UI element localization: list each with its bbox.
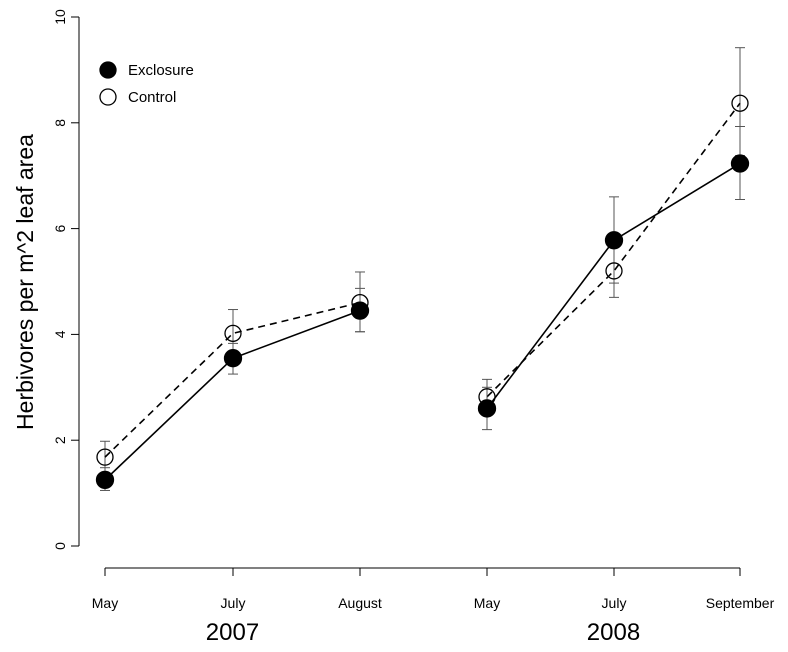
x-axis: May July August May July September 2007 2008 xyxy=(92,567,775,646)
exclosure-point xyxy=(223,349,243,368)
legend-label-control: Control xyxy=(128,89,176,106)
control-point xyxy=(731,94,749,112)
exclosure-point xyxy=(730,154,750,173)
plot-area xyxy=(95,47,750,491)
control-series-line xyxy=(104,301,361,458)
exclosure-point xyxy=(477,399,497,418)
y-tick-label: 0 xyxy=(52,542,68,550)
y-axis: 0 2 4 6 8 10 xyxy=(52,9,80,550)
control-point xyxy=(224,324,242,342)
y-tick-label: 4 xyxy=(52,330,68,338)
y-tick-label: 10 xyxy=(52,9,68,25)
year-group-label: 2008 xyxy=(587,619,640,646)
legend-marker-exclosure xyxy=(99,61,117,79)
x-tick-label: May xyxy=(474,595,500,611)
x-tick-label: July xyxy=(221,595,246,611)
x-tick-label: July xyxy=(602,595,627,611)
legend-label-exclosure: Exclosure xyxy=(128,62,194,79)
control-point xyxy=(605,262,623,280)
exclosure-point xyxy=(95,470,115,490)
control-point xyxy=(96,448,114,466)
y-tick-label: 2 xyxy=(52,436,68,444)
legend: Exclosure Control xyxy=(99,61,194,106)
y-axis-label: Herbivores per m^2 leaf area xyxy=(12,134,38,430)
x-tick-label: August xyxy=(338,595,382,611)
y-tick-label: 8 xyxy=(52,119,68,127)
y-tick-label: 6 xyxy=(52,224,68,232)
year-group-label: 2007 xyxy=(206,619,259,646)
exclosure-point xyxy=(604,231,624,250)
x-tick-label: September xyxy=(706,595,775,611)
x-tick-label: May xyxy=(92,595,118,611)
control-series-line xyxy=(486,102,741,398)
exclosure-point xyxy=(350,301,370,320)
legend-marker-control xyxy=(99,88,117,106)
